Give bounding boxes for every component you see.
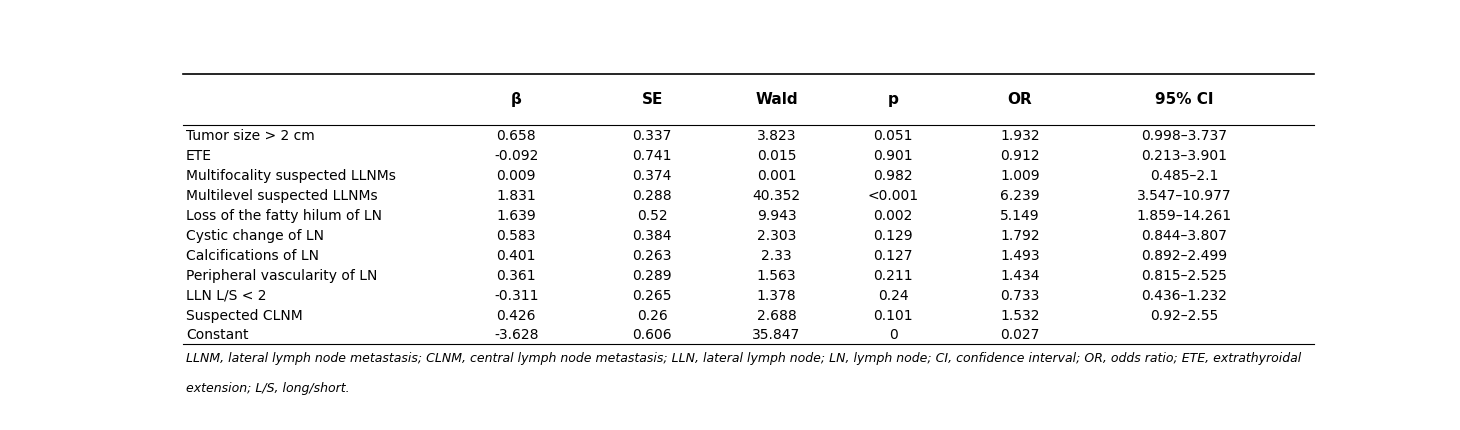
Text: 0.265: 0.265: [632, 288, 672, 302]
Text: LLN L/S < 2: LLN L/S < 2: [185, 288, 266, 302]
Text: 0.982: 0.982: [873, 169, 912, 183]
Text: 40.352: 40.352: [752, 189, 800, 203]
Text: Calcifications of LN: Calcifications of LN: [185, 248, 318, 262]
Text: 0.401: 0.401: [496, 248, 536, 262]
Text: 0.901: 0.901: [873, 149, 912, 163]
Text: 1.563: 1.563: [756, 268, 796, 282]
Text: Loss of the fatty hilum of LN: Loss of the fatty hilum of LN: [185, 209, 383, 222]
Text: 0.426: 0.426: [496, 308, 536, 322]
Text: 0.051: 0.051: [873, 129, 912, 143]
Text: 0.436–1.232: 0.436–1.232: [1140, 288, 1226, 302]
Text: 0: 0: [889, 328, 898, 342]
Text: 0.101: 0.101: [873, 308, 912, 322]
Text: 2.688: 2.688: [756, 308, 796, 322]
Text: 0.606: 0.606: [632, 328, 672, 342]
Text: 0.998–3.737: 0.998–3.737: [1140, 129, 1226, 143]
Text: 0.027: 0.027: [1000, 328, 1040, 342]
Text: -0.092: -0.092: [493, 149, 539, 163]
Text: 2.303: 2.303: [756, 228, 796, 243]
Text: 0.361: 0.361: [496, 268, 536, 282]
Text: 0.289: 0.289: [632, 268, 672, 282]
Text: SE: SE: [641, 92, 663, 107]
Text: 1.493: 1.493: [1000, 248, 1040, 262]
Text: Multilevel suspected LLNMs: Multilevel suspected LLNMs: [185, 189, 378, 203]
Text: 1.639: 1.639: [496, 209, 536, 222]
Text: 0.337: 0.337: [632, 129, 672, 143]
Text: 3.547–10.977: 3.547–10.977: [1136, 189, 1231, 203]
Text: 0.009: 0.009: [496, 169, 536, 183]
Text: 0.002: 0.002: [873, 209, 912, 222]
Text: 0.583: 0.583: [496, 228, 536, 243]
Text: 6.239: 6.239: [1000, 189, 1040, 203]
Text: 0.844–3.807: 0.844–3.807: [1140, 228, 1226, 243]
Text: 2.33: 2.33: [761, 248, 791, 262]
Text: OR: OR: [1007, 92, 1032, 107]
Text: -0.311: -0.311: [493, 288, 539, 302]
Text: -3.628: -3.628: [493, 328, 539, 342]
Text: Constant: Constant: [185, 328, 248, 342]
Text: 1.792: 1.792: [1000, 228, 1040, 243]
Text: 0.001: 0.001: [756, 169, 796, 183]
Text: β: β: [511, 92, 521, 107]
Text: 0.129: 0.129: [873, 228, 912, 243]
Text: Suspected CLNM: Suspected CLNM: [185, 308, 302, 322]
Text: <0.001: <0.001: [867, 189, 918, 203]
Text: 0.92–2.55: 0.92–2.55: [1150, 308, 1218, 322]
Text: 1.859–14.261: 1.859–14.261: [1136, 209, 1231, 222]
Text: 0.741: 0.741: [632, 149, 672, 163]
Text: Peripheral vascularity of LN: Peripheral vascularity of LN: [185, 268, 377, 282]
Text: 1.009: 1.009: [1000, 169, 1040, 183]
Text: 3.823: 3.823: [756, 129, 796, 143]
Text: 0.213–3.901: 0.213–3.901: [1140, 149, 1226, 163]
Text: extension; L/S, long/short.: extension; L/S, long/short.: [185, 381, 349, 394]
Text: 0.658: 0.658: [496, 129, 536, 143]
Text: Wald: Wald: [755, 92, 797, 107]
Text: 0.24: 0.24: [877, 288, 908, 302]
Text: 0.912: 0.912: [1000, 149, 1040, 163]
Text: 0.374: 0.374: [632, 169, 672, 183]
Text: 1.532: 1.532: [1000, 308, 1040, 322]
Text: 5.149: 5.149: [1000, 209, 1040, 222]
Text: LLNM, lateral lymph node metastasis; CLNM, central lymph node metastasis; LLN, l: LLNM, lateral lymph node metastasis; CLN…: [185, 351, 1301, 364]
Text: 1.831: 1.831: [496, 189, 536, 203]
Text: 0.52: 0.52: [637, 209, 667, 222]
Text: 0.26: 0.26: [637, 308, 667, 322]
Text: 0.815–2.525: 0.815–2.525: [1140, 268, 1226, 282]
Text: Multifocality suspected LLNMs: Multifocality suspected LLNMs: [185, 169, 396, 183]
Text: 0.211: 0.211: [873, 268, 912, 282]
Text: p: p: [888, 92, 898, 107]
Text: 0.288: 0.288: [632, 189, 672, 203]
Text: 9.943: 9.943: [756, 209, 796, 222]
Text: 0.733: 0.733: [1000, 288, 1040, 302]
Text: 1.378: 1.378: [756, 288, 796, 302]
Text: 0.485–2.1: 0.485–2.1: [1149, 169, 1218, 183]
Text: 95% CI: 95% CI: [1155, 92, 1213, 107]
Text: 0.263: 0.263: [632, 248, 672, 262]
Text: 0.892–2.499: 0.892–2.499: [1140, 248, 1226, 262]
Text: 0.015: 0.015: [756, 149, 796, 163]
Text: 1.434: 1.434: [1000, 268, 1040, 282]
Text: Tumor size > 2 cm: Tumor size > 2 cm: [185, 129, 315, 143]
Text: ETE: ETE: [185, 149, 212, 163]
Text: 35.847: 35.847: [752, 328, 800, 342]
Text: 1.932: 1.932: [1000, 129, 1040, 143]
Text: 0.127: 0.127: [873, 248, 912, 262]
Text: Cystic change of LN: Cystic change of LN: [185, 228, 324, 243]
Text: 0.384: 0.384: [632, 228, 672, 243]
